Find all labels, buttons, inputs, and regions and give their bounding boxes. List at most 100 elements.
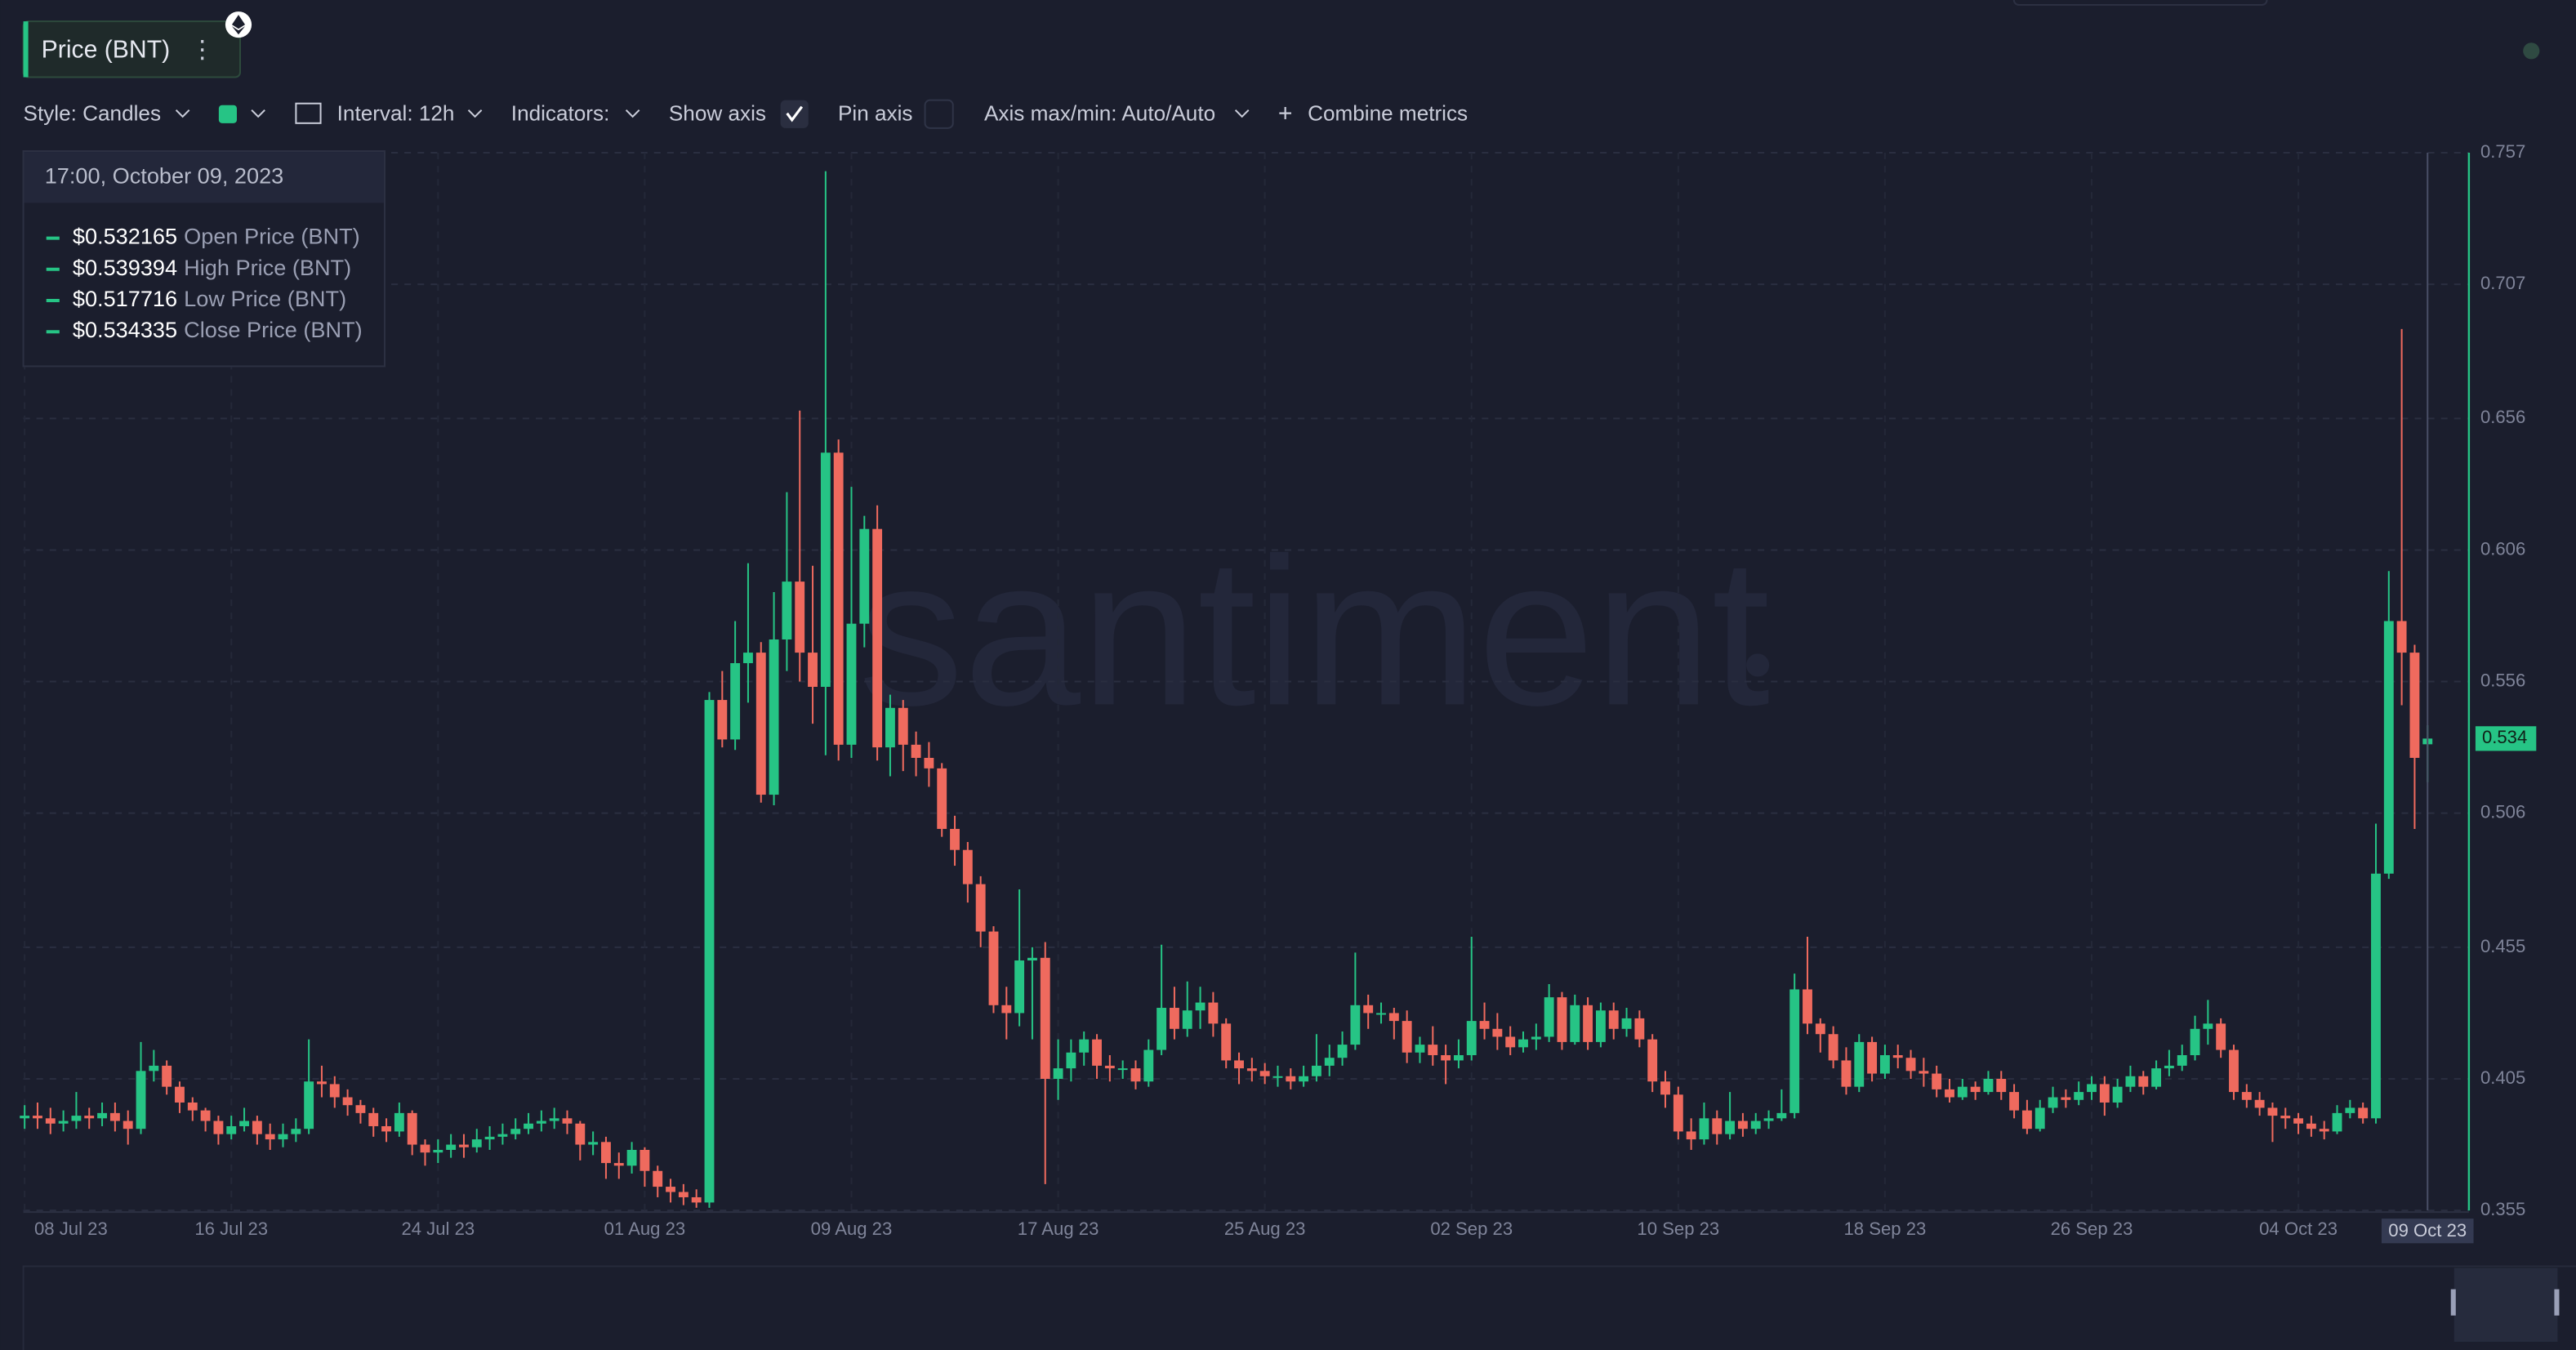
candle-body <box>2048 1097 2058 1108</box>
color-picker[interactable] <box>218 105 237 123</box>
combine-metrics[interactable]: Combine metrics <box>1308 101 1468 126</box>
candle-body <box>1725 1121 1736 1134</box>
candle-body <box>1324 1058 1335 1066</box>
candle-body <box>1104 1065 1115 1069</box>
chevron <box>1234 109 1250 118</box>
candle-body <box>433 1149 443 1153</box>
candle-body <box>342 1097 353 1106</box>
candle-body <box>536 1121 546 1124</box>
candle-body <box>1402 1021 1412 1053</box>
style-select[interactable]: Style: Candles <box>24 101 161 126</box>
x-tick-label: 26 Sep 23 <box>2051 1219 2133 1239</box>
navigator-handle[interactable] <box>2450 1289 2456 1316</box>
interval-icon <box>295 102 322 124</box>
candle-body <box>2267 1107 2278 1116</box>
candle-body <box>2254 1099 2265 1108</box>
interval-select[interactable]: Interval: 12h <box>337 101 455 126</box>
navigator-handle[interactable] <box>2554 1289 2560 1316</box>
chevron <box>251 109 265 118</box>
y-tick-label: 0.707 <box>2480 273 2525 293</box>
candle-body <box>653 1170 663 1187</box>
x-tick-label: 08 Jul 23 <box>34 1219 108 1239</box>
candle-body <box>407 1112 417 1145</box>
candle-body <box>1518 1039 1528 1048</box>
candle-body <box>175 1086 185 1103</box>
candle-body <box>329 1084 340 1098</box>
crosshair-label: 09 Oct 23 <box>2388 1220 2467 1241</box>
candle-body <box>2021 1110 2032 1129</box>
candle-body <box>1608 1010 1619 1029</box>
candle-body <box>1932 1073 1942 1089</box>
show-axis-label: Show axis <box>669 101 766 126</box>
candle-body <box>1221 1023 1232 1061</box>
candle-body <box>1092 1039 1102 1066</box>
candle-body <box>2409 653 2420 758</box>
candle-body <box>820 452 831 687</box>
axis-minmax-select[interactable]: Axis max/min: Auto/Auto <box>984 101 1215 126</box>
show-axis-checkbox[interactable] <box>780 100 809 128</box>
watermark: santiment <box>858 514 1771 749</box>
candle-body <box>1453 1054 1464 1061</box>
candle-body <box>1763 1118 1774 1121</box>
tooltip-row: $0.539394 High Price (BNT) <box>73 255 351 280</box>
candle-body <box>588 1142 599 1145</box>
crosshair-label-box <box>2381 1219 2474 1244</box>
candle-body <box>2319 1129 2329 1132</box>
candle-body <box>1699 1118 1709 1140</box>
candle-body <box>226 1125 237 1134</box>
candle-body <box>1130 1068 1141 1082</box>
overlay: 17:00, October 09, 2023 $0.532165 Open Pr… <box>22 150 386 368</box>
candle-body <box>2293 1118 2304 1124</box>
candle-body <box>2190 1028 2200 1055</box>
candle-body <box>239 1121 249 1126</box>
candle-body <box>833 452 844 745</box>
candle-body <box>200 1110 211 1121</box>
candle-body <box>717 700 728 740</box>
candle-body <box>2383 621 2394 874</box>
candle-body <box>1919 1071 1929 1074</box>
candle-body <box>381 1125 391 1132</box>
x-tick-label: 16 Jul 23 <box>194 1219 268 1239</box>
candle-body <box>446 1144 457 1150</box>
candle-body <box>2099 1084 2110 1103</box>
candle-body <box>601 1142 611 1164</box>
tooltip-name: Open Price (BNT) <box>184 224 360 249</box>
metric-menu[interactable]: ⋮ <box>190 36 215 63</box>
candle-body <box>1803 989 1812 1024</box>
candle-body <box>1892 1054 1903 1058</box>
candle-body <box>1492 1028 1503 1037</box>
tooltip-value: $0.539394 <box>73 255 177 280</box>
pin-axis-checkbox[interactable] <box>924 99 954 129</box>
candle-body <box>1246 1068 1257 1072</box>
candle-body <box>743 653 753 663</box>
navigator-window[interactable] <box>2453 1268 2558 1342</box>
last-price-label: 0.534 <box>2482 727 2527 747</box>
navigator[interactable] <box>22 1265 2576 1350</box>
x-tick-label: 09 Aug 23 <box>811 1219 893 1239</box>
candle-body <box>187 1102 198 1111</box>
tooltip-header <box>24 152 384 203</box>
tooltip-date: 17:00, October 09, 2023 <box>45 163 284 188</box>
y-tick-label: 0.355 <box>2480 1199 2525 1219</box>
candle-body <box>1428 1045 1438 1055</box>
candle-body <box>1712 1118 1723 1134</box>
candle-body <box>1983 1078 1994 1093</box>
candle-body <box>2280 1116 2291 1119</box>
tooltip-row: $0.534335 Close Price (BNT) <box>73 317 363 342</box>
candle-body <box>2112 1086 2123 1103</box>
candle-body <box>136 1071 146 1129</box>
candle-body <box>1815 1023 1825 1035</box>
indicators-select[interactable]: Indicators: <box>511 101 610 126</box>
candle-body <box>1208 1002 1219 1024</box>
y-tick-label: 0.455 <box>2480 936 2525 956</box>
candle-body <box>898 707 908 745</box>
candle-body <box>1066 1052 1076 1069</box>
candle-body <box>1001 1005 1012 1014</box>
candle-body <box>1479 1021 1490 1029</box>
tooltip-value: $0.532165 <box>73 224 177 249</box>
candle-body <box>2151 1068 2162 1087</box>
candle-body <box>1945 1089 1954 1098</box>
chevron <box>467 109 483 118</box>
